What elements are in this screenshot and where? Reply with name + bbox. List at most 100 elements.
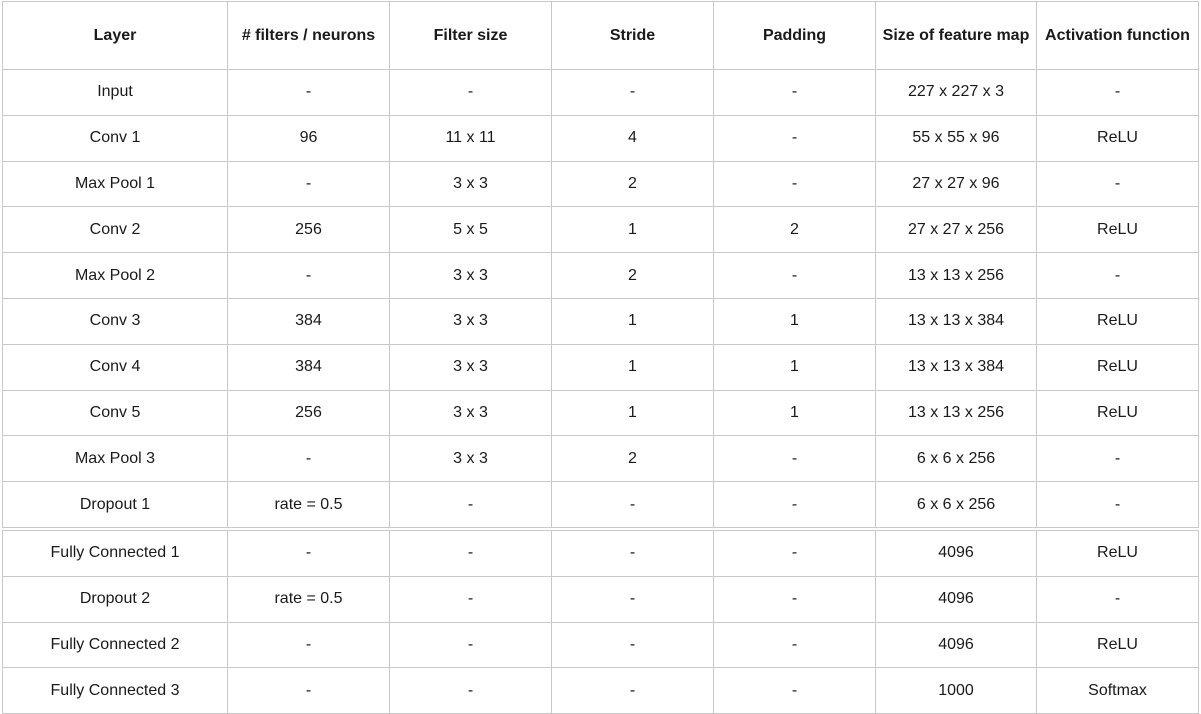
cell-layer: Max Pool 1: [2, 160, 228, 208]
cell-stride: 4: [551, 114, 714, 162]
cell-stride: -: [551, 530, 714, 577]
cell-layer: Fully Connected 3: [2, 667, 228, 714]
cell-stride: 2: [551, 252, 714, 299]
cell-stride: 1: [551, 343, 714, 391]
cell-filters-neurons: -: [227, 252, 390, 299]
cell-filter-size: 3 x 3: [389, 343, 552, 391]
cell-padding: -: [713, 69, 876, 116]
cell-filters-neurons: 256: [227, 206, 390, 254]
cell-layer: Fully Connected 1: [2, 530, 228, 577]
cell-activation: Softmax: [1036, 667, 1199, 714]
cell-filter-size: 3 x 3: [389, 389, 552, 437]
cell-filters-neurons: 384: [227, 343, 390, 391]
cell-filters-neurons: 256: [227, 389, 390, 437]
cell-layer: Max Pool 2: [2, 252, 228, 299]
cell-filter-size: -: [389, 667, 552, 714]
cell-feature-map-size: 13 x 13 x 256: [875, 252, 1037, 299]
header-filter-size: Filter size: [389, 1, 552, 70]
cell-stride: -: [551, 575, 714, 623]
cell-stride: -: [551, 621, 714, 669]
layer-table-top: Layer # filters / neurons Filter size St…: [2, 1, 1199, 528]
cell-activation: -: [1036, 435, 1199, 483]
table-row: Conv 1 96 11 x 11 4-55 x 55 x 96 ReLU: [2, 114, 1199, 162]
header-layer: Layer: [2, 1, 228, 70]
table-row: Fully Connected 1- - - -4096 ReLU: [2, 530, 1199, 577]
cell-activation: -: [1036, 252, 1199, 299]
cell-layer: Dropout 2: [2, 575, 228, 623]
table-row: Conv 3 384 3 x 3 1 1 13 x 13 x 384 ReLU: [2, 297, 1199, 345]
cell-layer: Max Pool 3: [2, 435, 228, 483]
cell-padding: -: [713, 114, 876, 162]
cell-layer: Conv 3: [2, 297, 228, 345]
cell-padding: -: [713, 481, 876, 528]
cell-filter-size: 3 x 3: [389, 160, 552, 208]
cell-activation: -: [1036, 575, 1199, 623]
cell-padding: -: [713, 435, 876, 483]
table-header-row: Layer # filters / neurons Filter size St…: [2, 1, 1199, 70]
header-activation-function: Activation function: [1036, 1, 1199, 70]
cell-padding: -: [713, 160, 876, 208]
cell-activation: -: [1036, 481, 1199, 528]
cell-feature-map-size: 4096: [875, 575, 1037, 623]
cell-filter-size: 5 x 5: [389, 206, 552, 254]
cell-filters-neurons: rate = 0.5: [227, 575, 390, 623]
cell-activation: ReLU: [1036, 389, 1199, 437]
cell-filter-size: -: [389, 69, 552, 116]
cell-filter-size: 3 x 3: [389, 252, 552, 299]
cell-feature-map-size: 27 x 27 x 256: [875, 206, 1037, 254]
table-row: Dropout 2 rate = 0.5- - -4096-: [2, 575, 1199, 623]
cell-stride: 2: [551, 435, 714, 483]
cell-layer: Dropout 1: [2, 481, 228, 528]
table-row: Conv 5 256 3 x 3 1 1 13 x 13 x 256 ReLU: [2, 389, 1199, 437]
cell-layer: Conv 4: [2, 343, 228, 391]
cell-activation: ReLU: [1036, 206, 1199, 254]
cell-padding: 1: [713, 389, 876, 437]
cell-stride: 2: [551, 160, 714, 208]
cell-filters-neurons: -: [227, 667, 390, 714]
header-filters-neurons: # filters / neurons: [227, 1, 390, 70]
cell-filter-size: 11 x 11: [389, 114, 552, 162]
layer-table-bottom: Fully Connected 1- - - -4096 ReLU Dropout 2 ra…: [2, 530, 1199, 714]
cell-filters-neurons: -: [227, 530, 390, 577]
header-feature-map-size: Size of feature map: [875, 1, 1037, 70]
cell-padding: -: [713, 575, 876, 623]
cell-layer: Input: [2, 69, 228, 116]
cell-filters-neurons: 384: [227, 297, 390, 345]
cell-filters-neurons: 96: [227, 114, 390, 162]
cell-padding: -: [713, 252, 876, 299]
cell-feature-map-size: 1000: [875, 667, 1037, 714]
header-stride: Stride: [551, 1, 714, 70]
cell-filter-size: -: [389, 530, 552, 577]
cell-filters-neurons: -: [227, 621, 390, 669]
cell-stride: 1: [551, 206, 714, 254]
table-row: Dropout 1 rate = 0.5- - -6 x 6 x 256-: [2, 481, 1199, 528]
cell-padding: 1: [713, 343, 876, 391]
cell-feature-map-size: 27 x 27 x 96: [875, 160, 1037, 208]
cell-activation: ReLU: [1036, 343, 1199, 391]
cell-stride: 1: [551, 297, 714, 345]
cell-feature-map-size: 6 x 6 x 256: [875, 481, 1037, 528]
table-row: Input - - - -227 x 227 x 3-: [2, 69, 1199, 116]
cell-padding: -: [713, 621, 876, 669]
cell-activation: -: [1036, 160, 1199, 208]
table-row: Max Pool 1-3 x 3 2-27 x 27 x 96-: [2, 160, 1199, 208]
table-row: Conv 4 384 3 x 3 1 1 13 x 13 x 384 ReLU: [2, 343, 1199, 391]
cell-filter-size: -: [389, 481, 552, 528]
cell-padding: -: [713, 667, 876, 714]
cell-filters-neurons: -: [227, 69, 390, 116]
cell-filters-neurons: rate = 0.5: [227, 481, 390, 528]
cell-activation: -: [1036, 69, 1199, 116]
cell-layer: Fully Connected 2: [2, 621, 228, 669]
cell-feature-map-size: 13 x 13 x 384: [875, 297, 1037, 345]
cell-stride: -: [551, 481, 714, 528]
cell-filter-size: 3 x 3: [389, 435, 552, 483]
cell-padding: 1: [713, 297, 876, 345]
table-row: Max Pool 2-3 x 3 2-13 x 13 x 256-: [2, 252, 1199, 299]
header-padding: Padding: [713, 1, 876, 70]
cell-activation: ReLU: [1036, 530, 1199, 577]
cell-filters-neurons: -: [227, 435, 390, 483]
cell-activation: ReLU: [1036, 297, 1199, 345]
cell-layer: Conv 2: [2, 206, 228, 254]
